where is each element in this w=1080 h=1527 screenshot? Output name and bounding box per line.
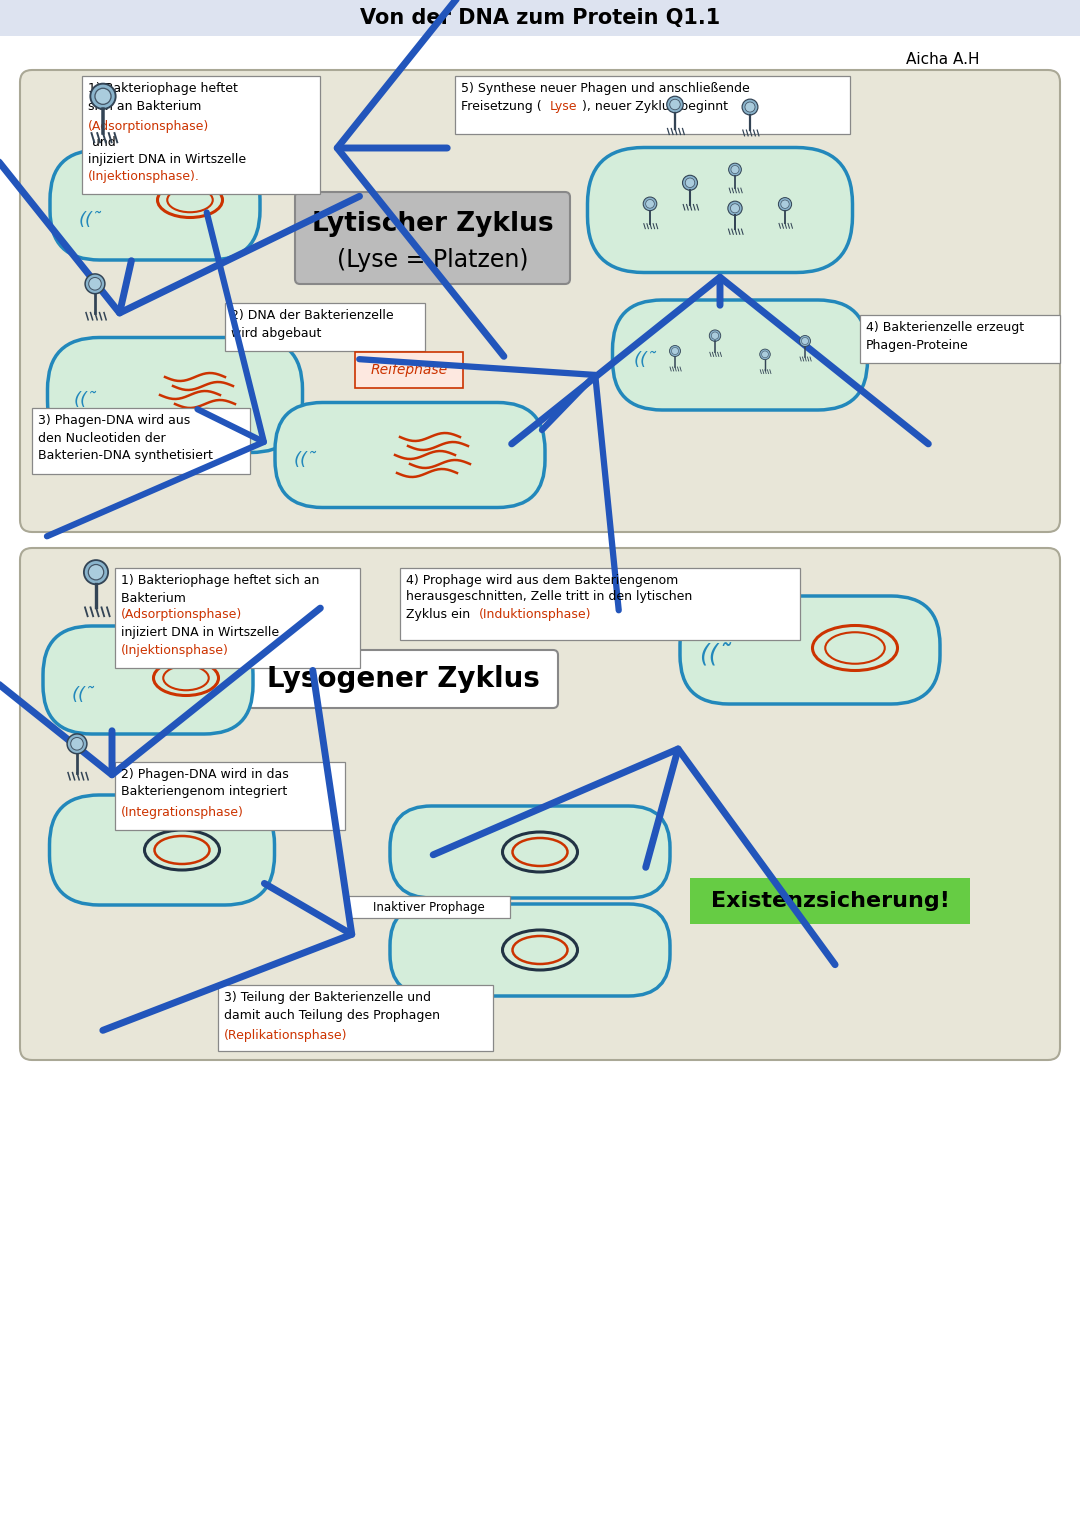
Text: Freisetzung (: Freisetzung ( xyxy=(461,99,542,113)
Circle shape xyxy=(84,560,108,585)
Text: (Replikationsphase): (Replikationsphase) xyxy=(224,1029,348,1041)
Text: 4) Bakterienzelle erzeugt
Phagen-Proteine: 4) Bakterienzelle erzeugt Phagen-Protein… xyxy=(866,321,1024,351)
Text: (Integrationsphase): (Integrationsphase) xyxy=(121,806,244,818)
Circle shape xyxy=(745,102,755,111)
Circle shape xyxy=(89,278,102,290)
Circle shape xyxy=(95,89,111,104)
FancyBboxPatch shape xyxy=(690,878,970,924)
Text: injiziert DNA in Wirtszelle: injiziert DNA in Wirtszelle xyxy=(121,626,279,638)
Text: Reifephase: Reifephase xyxy=(370,363,447,377)
Circle shape xyxy=(781,200,789,208)
Text: 2) Phagen-DNA wird in das
Bakteriengenom integriert: 2) Phagen-DNA wird in das Bakteriengenom… xyxy=(121,768,288,799)
Circle shape xyxy=(779,197,792,211)
FancyBboxPatch shape xyxy=(82,76,320,194)
Circle shape xyxy=(70,738,83,750)
Text: ((˜: ((˜ xyxy=(71,686,95,704)
FancyBboxPatch shape xyxy=(275,403,545,507)
FancyBboxPatch shape xyxy=(390,806,670,898)
Circle shape xyxy=(712,331,718,339)
Text: Lyse: Lyse xyxy=(550,99,578,113)
FancyBboxPatch shape xyxy=(21,70,1059,531)
Text: 4) Prophage wird aus dem Bakteriengenom: 4) Prophage wird aus dem Bakteriengenom xyxy=(406,574,678,586)
FancyBboxPatch shape xyxy=(0,0,1080,37)
Circle shape xyxy=(761,351,768,357)
FancyBboxPatch shape xyxy=(588,148,852,272)
Text: (Injektionsphase): (Injektionsphase) xyxy=(121,644,229,657)
Text: und
injiziert DNA in Wirtszelle: und injiziert DNA in Wirtszelle xyxy=(87,136,246,166)
Circle shape xyxy=(670,345,680,356)
Text: (Adsorptionsphase): (Adsorptionsphase) xyxy=(121,608,242,621)
Text: Inaktiver Prophage: Inaktiver Prophage xyxy=(373,901,485,913)
Circle shape xyxy=(731,165,739,174)
Circle shape xyxy=(730,203,740,212)
Text: (Adsorptionsphase): (Adsorptionsphase) xyxy=(87,121,210,133)
FancyBboxPatch shape xyxy=(295,192,570,284)
Text: ((˜: ((˜ xyxy=(294,450,316,469)
FancyBboxPatch shape xyxy=(390,904,670,996)
FancyBboxPatch shape xyxy=(248,651,558,709)
Circle shape xyxy=(91,84,116,108)
Circle shape xyxy=(729,163,741,176)
Circle shape xyxy=(710,330,720,342)
FancyBboxPatch shape xyxy=(114,762,345,831)
Circle shape xyxy=(683,176,698,191)
Circle shape xyxy=(685,179,694,188)
FancyBboxPatch shape xyxy=(680,596,940,704)
Text: Lysogener Zyklus: Lysogener Zyklus xyxy=(267,664,539,693)
FancyBboxPatch shape xyxy=(355,353,463,388)
Text: Zyklus ein: Zyklus ein xyxy=(406,608,474,621)
Text: (Lyse = Platzen): (Lyse = Platzen) xyxy=(337,247,528,272)
FancyBboxPatch shape xyxy=(21,548,1059,1060)
Text: Aicha A.H: Aicha A.H xyxy=(906,52,980,67)
FancyBboxPatch shape xyxy=(612,299,867,411)
Text: 3) Phagen-DNA wird aus
den Nucleotiden der
Bakterien-DNA synthetisiert: 3) Phagen-DNA wird aus den Nucleotiden d… xyxy=(38,414,213,463)
Circle shape xyxy=(670,99,680,110)
Text: ((˜: ((˜ xyxy=(73,391,96,409)
Circle shape xyxy=(799,336,810,347)
FancyBboxPatch shape xyxy=(114,568,360,667)
Circle shape xyxy=(644,197,657,211)
FancyBboxPatch shape xyxy=(50,150,260,260)
Circle shape xyxy=(742,99,758,115)
FancyBboxPatch shape xyxy=(455,76,850,134)
Text: 5) Synthese neuer Phagen und anschließende: 5) Synthese neuer Phagen und anschließen… xyxy=(461,82,750,95)
FancyBboxPatch shape xyxy=(860,315,1059,363)
Text: ((˜: ((˜ xyxy=(79,211,102,229)
Circle shape xyxy=(85,273,105,293)
Text: 1) Bakteriophage heftet
sich an Bakterium: 1) Bakteriophage heftet sich an Bakteriu… xyxy=(87,82,238,113)
Text: ((˜: ((˜ xyxy=(699,643,731,667)
Text: 2) DNA der Bakterienzelle
wird abgebaut: 2) DNA der Bakterienzelle wird abgebaut xyxy=(231,308,393,339)
Circle shape xyxy=(759,350,770,360)
Circle shape xyxy=(89,565,104,580)
FancyBboxPatch shape xyxy=(400,568,800,640)
Circle shape xyxy=(728,202,742,215)
Circle shape xyxy=(672,348,678,354)
Text: ((˜: ((˜ xyxy=(634,351,657,370)
FancyBboxPatch shape xyxy=(32,408,249,473)
Text: 3) Teilung der Bakterienzelle und
damit auch Teilung des Prophagen: 3) Teilung der Bakterienzelle und damit … xyxy=(224,991,440,1022)
Text: Von der DNA zum Protein Q1.1: Von der DNA zum Protein Q1.1 xyxy=(360,8,720,27)
Text: Existenzsicherung!: Existenzsicherung! xyxy=(711,890,949,912)
FancyBboxPatch shape xyxy=(218,985,492,1051)
Text: ), neuer Zyklus beginnt: ), neuer Zyklus beginnt xyxy=(582,99,728,113)
Text: Lytischer Zyklus: Lytischer Zyklus xyxy=(312,211,553,237)
FancyBboxPatch shape xyxy=(48,337,302,452)
FancyBboxPatch shape xyxy=(225,302,426,351)
FancyBboxPatch shape xyxy=(348,896,510,918)
Circle shape xyxy=(666,96,684,113)
Circle shape xyxy=(801,337,809,345)
Text: (Induktionsphase): (Induktionsphase) xyxy=(480,608,592,621)
FancyBboxPatch shape xyxy=(50,796,274,906)
Circle shape xyxy=(67,734,86,754)
Text: 1) Bakteriophage heftet sich an
Bakterium: 1) Bakteriophage heftet sich an Bakteriu… xyxy=(121,574,320,605)
Text: (Injektionsphase).: (Injektionsphase). xyxy=(87,169,200,183)
Circle shape xyxy=(646,200,654,208)
Text: herausgeschnitten, Zelle tritt in den lytischen: herausgeschnitten, Zelle tritt in den ly… xyxy=(406,589,692,603)
FancyBboxPatch shape xyxy=(43,626,253,734)
